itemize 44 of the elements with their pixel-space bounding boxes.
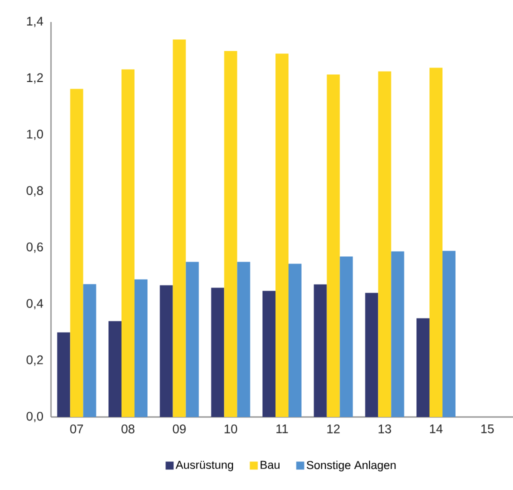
x-tick-label: 08 bbox=[122, 424, 134, 434]
y-tick-label: 1,2 bbox=[27, 73, 43, 84]
legend-label: Ausrüstung bbox=[176, 460, 234, 472]
y-tick-label: 1,0 bbox=[27, 130, 43, 140]
bar bbox=[365, 292, 378, 417]
x-tick-label: 07 bbox=[70, 424, 83, 434]
bar bbox=[122, 69, 134, 417]
y-tick-label: 0,8 bbox=[26, 186, 43, 196]
bar bbox=[314, 284, 327, 417]
x-tick-label: 10 bbox=[224, 424, 238, 434]
legend-label: Bau bbox=[260, 460, 280, 469]
bar bbox=[211, 288, 224, 417]
x-tick-label: 09 bbox=[172, 424, 186, 434]
bar bbox=[326, 74, 340, 417]
bar bbox=[57, 332, 70, 417]
bar bbox=[70, 88, 84, 417]
y-tick-label: 0,0 bbox=[26, 412, 43, 422]
bar bbox=[262, 290, 276, 417]
bar bbox=[134, 279, 148, 417]
x-tick-label: 12 bbox=[327, 424, 340, 434]
bar bbox=[340, 256, 353, 417]
x-tick-label: 14 bbox=[430, 424, 443, 434]
bar bbox=[442, 250, 456, 417]
legend-label: Sonstige Anlagen bbox=[306, 460, 396, 472]
x-tick-label: 11 bbox=[276, 424, 288, 434]
bar bbox=[83, 284, 96, 417]
bar bbox=[275, 54, 288, 417]
bar bbox=[186, 262, 199, 417]
bar bbox=[237, 262, 250, 417]
bar bbox=[288, 264, 302, 417]
bar bbox=[391, 251, 404, 417]
y-tick-label: 0,6 bbox=[26, 242, 43, 253]
x-tick-label: 13 bbox=[378, 424, 392, 434]
y-tick-label: 0,2 bbox=[26, 355, 43, 366]
bar bbox=[378, 71, 392, 417]
y-tick-label: 0,4 bbox=[26, 298, 44, 310]
bar bbox=[172, 39, 186, 417]
bar bbox=[416, 318, 430, 417]
bar bbox=[429, 68, 442, 417]
bar bbox=[108, 321, 122, 417]
bar bbox=[224, 51, 238, 417]
y-tick-label: 1,4 bbox=[27, 16, 44, 28]
x-tick-label: 15 bbox=[481, 424, 494, 434]
bar bbox=[160, 285, 173, 417]
